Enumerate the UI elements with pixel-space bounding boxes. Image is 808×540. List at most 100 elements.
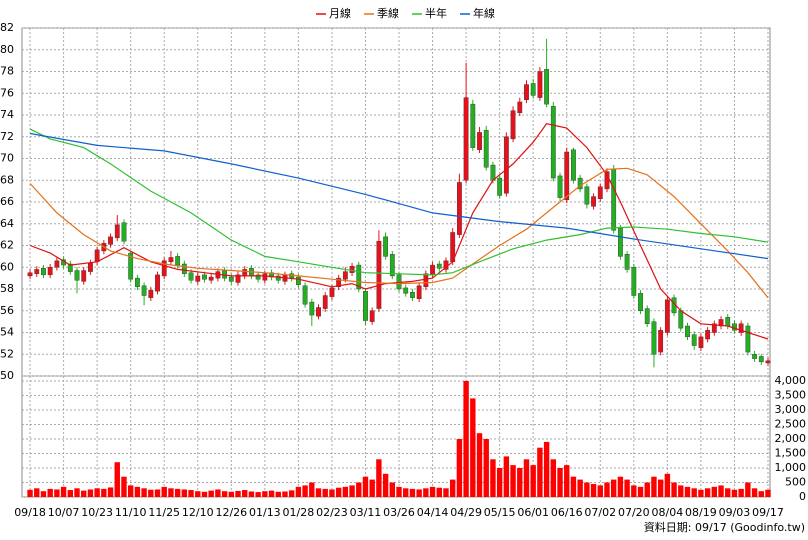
candle-body <box>745 325 751 353</box>
volume-bar <box>107 487 114 497</box>
y2-tick-label: 3,000 <box>775 403 807 416</box>
footer: 資料日期: 09/17 (Goodinfo.tw) <box>644 520 805 534</box>
volume-bar <box>201 491 208 497</box>
x-tick-label: 09/18 <box>14 506 46 519</box>
volume-bar <box>443 488 449 497</box>
candle-body <box>423 273 429 288</box>
candle-body <box>134 277 140 288</box>
candle-body <box>302 285 308 305</box>
volume-bar <box>483 439 489 497</box>
ma-line <box>29 132 769 260</box>
candle-body <box>363 290 368 321</box>
candle-body <box>758 356 764 363</box>
candle-body <box>88 262 93 272</box>
candle-body <box>148 289 154 298</box>
candle-body <box>47 267 53 276</box>
volume-bar <box>537 447 543 497</box>
candle-body <box>597 186 603 199</box>
candle-body <box>524 84 529 100</box>
volume-bar <box>221 491 228 497</box>
candle-body <box>175 256 181 266</box>
y-tick-label: 70 <box>0 152 14 165</box>
volume-bar <box>684 486 691 497</box>
volume-bar <box>664 473 671 497</box>
volume-bar <box>731 489 738 497</box>
volume-bar <box>644 482 650 497</box>
candle-body <box>369 310 375 322</box>
candle-body <box>711 323 717 333</box>
volume-bar <box>282 491 288 497</box>
candle-body <box>383 236 389 257</box>
y-tick-label: 62 <box>0 239 14 252</box>
candle-body <box>537 71 543 98</box>
candle-body <box>638 293 643 311</box>
candle-body <box>74 270 80 281</box>
volume-bar <box>195 491 201 497</box>
volume-bar <box>188 490 194 497</box>
candle-body <box>108 236 113 245</box>
volume-bar <box>268 490 275 497</box>
candle-body <box>235 274 241 283</box>
volume-bar <box>704 488 711 497</box>
volume-bar <box>141 488 147 497</box>
candle-body <box>410 292 415 298</box>
candle-body <box>631 267 637 296</box>
ma-line <box>29 167 769 299</box>
candle-body <box>584 186 590 205</box>
volume-bar <box>476 433 483 497</box>
candle-body <box>664 299 670 333</box>
x-tick-label: 03/26 <box>383 506 415 519</box>
volume-bar <box>550 459 557 497</box>
volume-bar <box>67 490 74 497</box>
volume-bar <box>624 479 630 497</box>
volume-bar <box>362 476 369 497</box>
volume-bar <box>54 489 60 497</box>
x-tick-label: 11/25 <box>148 506 180 519</box>
volume-bar <box>356 482 362 497</box>
volume-bar <box>369 479 375 497</box>
candle-body <box>195 275 201 282</box>
candle-body <box>456 182 462 235</box>
volume-bar <box>168 488 174 497</box>
volume-bar <box>617 476 624 497</box>
candle-body <box>685 325 690 338</box>
candle-body <box>430 264 435 276</box>
volume-bar <box>309 482 315 497</box>
candle-body <box>181 263 187 274</box>
y-tick-label: 56 <box>0 304 14 317</box>
x-tick-label: 07/02 <box>584 506 616 519</box>
volume-bar <box>389 482 396 497</box>
candle-body <box>349 265 355 273</box>
y-tick-label: 82 <box>0 21 14 34</box>
volume-bar <box>288 490 295 497</box>
y2-tick-label: 2,000 <box>775 432 807 445</box>
y2-tick-label: 500 <box>785 476 806 489</box>
volume-bar <box>449 479 456 497</box>
volume-bar <box>758 491 764 497</box>
candle-body <box>725 317 731 327</box>
volume-bar <box>342 486 349 497</box>
y2-tick-label: 1,500 <box>775 447 807 460</box>
volume-bar <box>275 491 281 497</box>
volume-bar <box>490 459 496 497</box>
volume-bar <box>463 381 469 497</box>
y-tick-label: 72 <box>0 130 14 143</box>
x-tick-label: 09/17 <box>752 506 784 519</box>
y-tick-label: 52 <box>0 347 14 360</box>
volume-bar <box>657 479 664 497</box>
y-tick-label: 50 <box>0 369 14 382</box>
volume-bar <box>121 476 127 497</box>
candle-body <box>322 295 328 309</box>
volume-bar <box>60 486 67 497</box>
volume-bar <box>74 488 80 497</box>
volume-bar <box>456 439 463 497</box>
candle-body <box>121 222 127 242</box>
candle-body <box>316 307 321 317</box>
candle-body <box>651 321 657 355</box>
candle-body <box>403 287 409 294</box>
x-tick-label: 04/14 <box>417 506 449 519</box>
candle-body <box>658 330 664 353</box>
volume-bar <box>584 482 590 497</box>
candle-body <box>503 136 509 194</box>
candle-body <box>342 271 348 280</box>
